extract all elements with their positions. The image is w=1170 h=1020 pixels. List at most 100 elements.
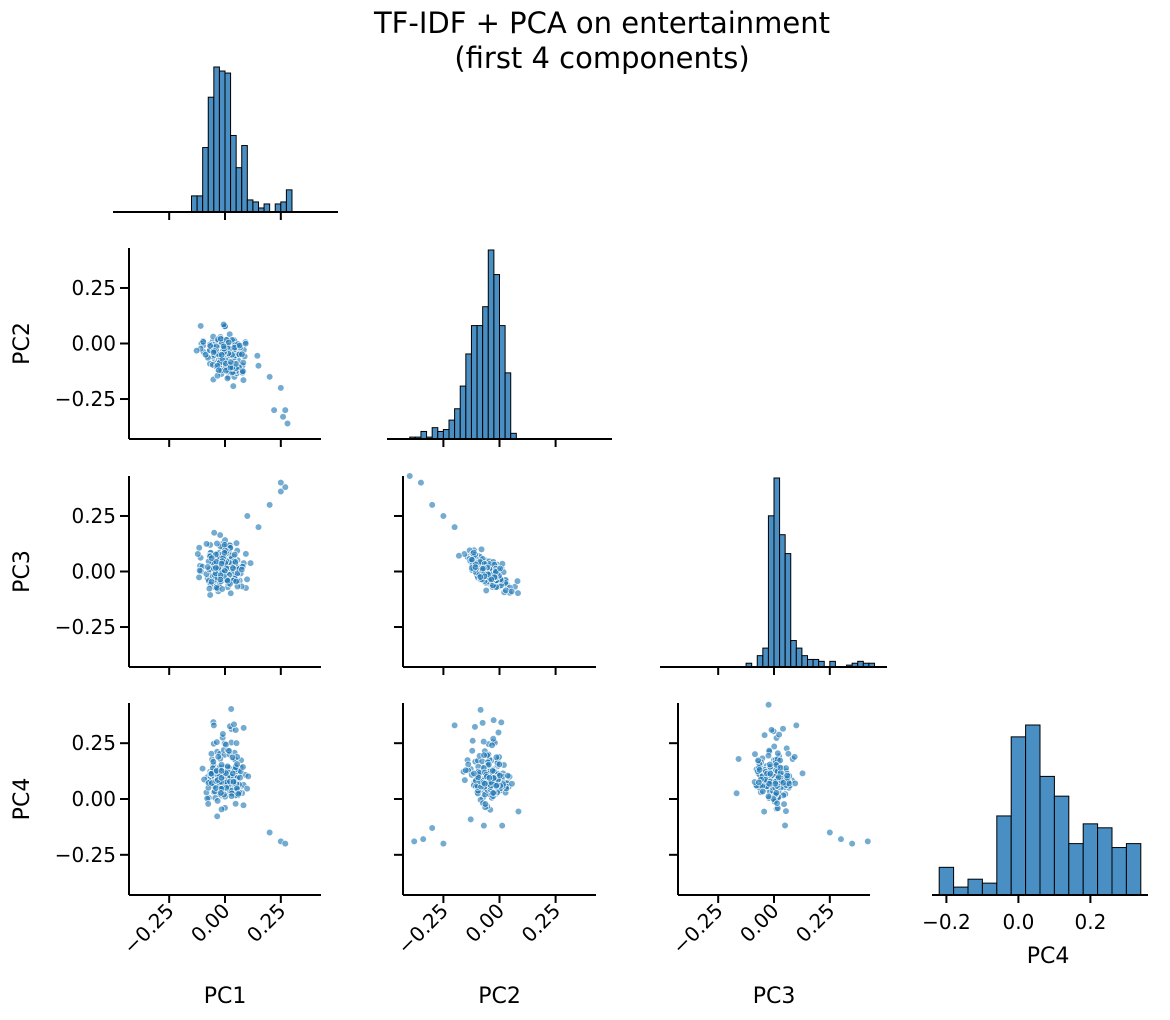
scatter-point — [242, 550, 250, 558]
scatter-point — [266, 373, 274, 381]
scatter-pc2-pc3 — [406, 472, 522, 597]
x-tick-label: 0.0 — [1002, 910, 1034, 934]
scatter-point — [207, 750, 216, 758]
scatter-point — [451, 721, 459, 729]
hist-bar — [207, 96, 215, 213]
scatter-point — [764, 752, 773, 760]
scatter-point — [277, 487, 285, 496]
hist-bar — [448, 419, 456, 440]
scatter-point — [277, 384, 285, 392]
hist-bar — [437, 430, 444, 440]
scatter-point — [220, 342, 228, 350]
scatter-pc1-pc3 — [194, 479, 289, 599]
hist-bar — [224, 72, 232, 213]
scatter-point — [225, 338, 233, 347]
y-tick-label: 0.00 — [71, 560, 116, 584]
scatter-point — [406, 472, 414, 480]
scatter-point — [419, 835, 427, 843]
scatter-point — [765, 780, 773, 788]
scatter-point — [771, 780, 779, 788]
scatter-point — [467, 815, 475, 823]
scatter-point — [514, 807, 523, 816]
hist-bar — [442, 429, 450, 440]
scatter-point — [496, 771, 504, 780]
scatter-point — [455, 552, 463, 560]
scatter-point — [230, 720, 238, 728]
x-axis-label-pc1: PC1 — [204, 984, 247, 1009]
scatter-point — [514, 589, 522, 597]
scatter-point — [213, 812, 221, 820]
scatter-point — [492, 782, 500, 790]
scatter-point — [497, 718, 505, 726]
scatter-point — [480, 737, 488, 746]
scatter-point — [489, 735, 497, 743]
scatter-point — [217, 767, 226, 775]
scatter-point — [233, 760, 241, 768]
scatter-point — [485, 774, 493, 782]
scatter-point — [195, 573, 203, 581]
scatter-pc1-pc4 — [198, 705, 289, 848]
scatter-point — [229, 769, 237, 778]
scatter-point — [228, 753, 237, 761]
scatter-point — [792, 721, 800, 729]
y-tick-label: −0.25 — [55, 843, 116, 867]
chart-title-line-1: TF-IDF + PCA on entertainment — [373, 6, 831, 40]
scatter-point — [198, 764, 207, 773]
scatter-point — [202, 540, 211, 548]
scatter-point — [243, 784, 251, 793]
scatter-point — [469, 737, 477, 745]
hist-bar — [996, 815, 1012, 896]
scatter-point — [220, 549, 229, 557]
scatter-point — [240, 724, 248, 732]
scatter-point — [476, 573, 484, 581]
x-tick-label: −0.25 — [393, 899, 453, 959]
scatter-point — [780, 800, 788, 808]
scatter-point — [826, 828, 834, 837]
scatter-point — [468, 556, 476, 564]
scatter-point — [197, 322, 205, 330]
scatter-point — [513, 577, 522, 585]
scatter-point — [734, 755, 743, 763]
scatter-point — [754, 756, 762, 765]
scatter-point — [232, 800, 240, 808]
scatter-point — [205, 584, 213, 593]
scatter-point — [270, 406, 278, 414]
hist-bar — [218, 70, 226, 213]
hist-bar — [1039, 775, 1055, 896]
scatter-point — [234, 790, 242, 798]
scatter-point — [498, 822, 506, 830]
scatter-point — [217, 805, 226, 813]
scatter-point — [227, 705, 235, 713]
x-axis-label-pc4-hist: PC4 — [1027, 944, 1070, 969]
hist-bar — [1025, 724, 1041, 896]
scatter-point — [277, 479, 285, 487]
y-tick-label: 0.00 — [71, 332, 116, 356]
scatter-point — [204, 563, 212, 571]
scatter-point — [254, 523, 263, 531]
scatter-point — [477, 706, 485, 714]
scatter-point — [229, 382, 237, 390]
hist-bar — [1010, 736, 1027, 896]
hist-bar — [499, 325, 506, 440]
scatter-point — [759, 787, 767, 796]
scatter-point — [775, 731, 783, 739]
scatter-point — [224, 762, 232, 770]
hist-bar — [784, 553, 792, 668]
scatter-point — [229, 778, 238, 786]
scatter-point — [239, 367, 247, 375]
scatter-point — [760, 731, 769, 739]
scatter-point — [214, 797, 222, 805]
scatter-pc3-pc4 — [732, 701, 872, 848]
hist-bar — [806, 658, 814, 668]
scatter-point — [195, 544, 203, 552]
scatter-point — [238, 566, 246, 574]
scatter-point — [781, 821, 789, 830]
scatter-point — [477, 545, 486, 553]
scatter-point — [218, 585, 226, 593]
scatter-point — [210, 721, 218, 729]
scatter-point — [232, 739, 241, 747]
scatter-point — [204, 800, 212, 808]
scatter-point — [194, 550, 202, 558]
scatter-point — [764, 701, 773, 709]
scatter-point — [471, 723, 479, 731]
